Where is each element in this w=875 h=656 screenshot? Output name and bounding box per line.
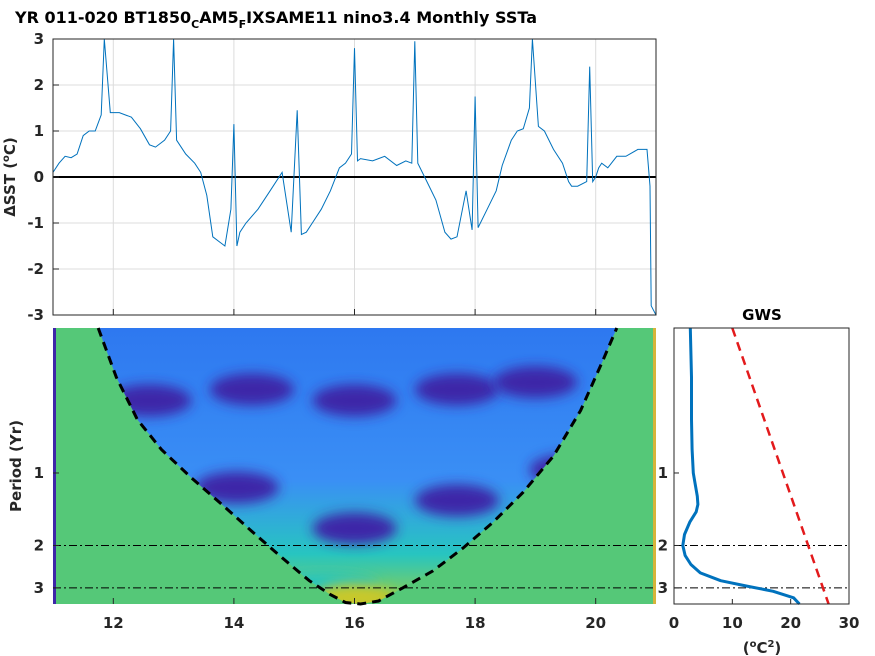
gws-x-axis-label: (oC2)	[743, 639, 782, 656]
title-sub-1: C	[191, 18, 199, 31]
gws-xlabel-sup-2: 2	[767, 639, 774, 650]
sst-ylabel-sup: o	[1, 155, 12, 162]
gws-y-tick-label: 2	[658, 536, 668, 554]
sst-ylabel-part-1: ΔSST (	[1, 162, 19, 217]
sst-y-ticks: 3 2 1 0 -1 -2 -3	[27, 30, 59, 324]
wavelet-power-blob	[314, 583, 395, 604]
wavelet-panel: 12 14 16 18 20 123 Period (Yr)	[7, 327, 656, 632]
wavelet-x-tick-label: 12	[103, 614, 124, 632]
gws-x-ticks: 0 10 20 30	[669, 599, 860, 632]
gws-plot-frame	[673, 327, 850, 605]
wavelet-power-blob	[415, 373, 500, 406]
title-sub-2: F	[239, 18, 247, 31]
wavelet-x-tick-label: 16	[344, 614, 365, 632]
wavelet-x-tick-label: 14	[223, 614, 244, 632]
sst-series-layer	[52, 38, 657, 316]
gws-y-tick-label: 1	[658, 464, 668, 482]
wavelet-power-blob	[209, 373, 294, 406]
sst-y-axis-label: ΔSST (oC)	[1, 137, 19, 217]
wavelet-power-blob	[415, 484, 500, 517]
title-part-3: IXSAME11 nino3.4 Monthly SSTa	[246, 8, 537, 27]
sst-anomaly-panel: 3 2 1 0 -1 -2 -3 ΔSST (oC)	[1, 30, 657, 324]
sst-y-tick-label: 1	[34, 122, 44, 140]
gws-power-line	[681, 327, 801, 606]
wavelet-right-edge	[653, 328, 656, 604]
title-part-2: AM5	[199, 8, 238, 27]
wavelet-x-tick-label: 18	[465, 614, 486, 632]
title-part-1: YR 011-020 BT1850	[14, 8, 191, 27]
sst-ylabel-part-2: C)	[1, 137, 19, 155]
wavelet-left-edge	[53, 328, 56, 604]
sst-y-tick-label: -1	[27, 214, 44, 232]
wavelet-y-ticks: 1 2 3	[34, 464, 59, 597]
gws-xlabel-sup-1: o	[750, 639, 757, 650]
wavelet-y-tick-label: 1	[34, 464, 44, 482]
gws-series-layer	[681, 327, 830, 606]
wavelet-y-tick-label: 2	[34, 536, 44, 554]
wavelet-power-blob	[493, 366, 578, 399]
sst-y-tick-label: 0	[34, 168, 44, 186]
gws-x-tick-label: 30	[839, 614, 860, 632]
gws-x-tick-label: 10	[722, 614, 743, 632]
sst-y-tick-label: -3	[27, 306, 44, 324]
wavelet-x-tick-label: 20	[585, 614, 606, 632]
wavelet-reference-lines	[53, 544, 656, 589]
sst-y-tick-label: -2	[27, 260, 44, 278]
wavelet-power-blob	[194, 471, 279, 504]
wavelet-power-blob	[312, 512, 397, 545]
gws-significance-line	[731, 327, 830, 605]
sst-y-tick-label: 3	[34, 30, 44, 48]
cone-of-influence	[96, 327, 619, 606]
gws-panel: GWS 0 10 20 30 123 (oC2)	[658, 306, 860, 656]
gws-plot-area	[674, 328, 849, 604]
figure-title: YR 011-020 BT1850CAM5FIXSAME11 nino3.4 M…	[14, 8, 537, 31]
gws-x-tick-label: 0	[669, 614, 679, 632]
wavelet-x-ticks: 12 14 16 18 20	[103, 598, 606, 632]
wavelet-power-blob	[312, 384, 397, 417]
gws-y-tick-label: 3	[658, 579, 668, 597]
wavelet-y-axis-label: Period (Yr)	[7, 420, 25, 512]
gws-y-ticks: 1 2 3	[658, 464, 679, 597]
gws-title: GWS	[742, 306, 782, 324]
gws-x-tick-label: 20	[780, 614, 801, 632]
sst-anomaly-line	[52, 38, 657, 316]
gws-xlabel-part-1: (	[743, 639, 750, 656]
sst-y-tick-label: 2	[34, 76, 44, 94]
gws-xlabel-part-2: C	[756, 639, 767, 656]
gws-xlabel-part-3: )	[774, 639, 781, 656]
wavelet-y-tick-label: 3	[34, 579, 44, 597]
